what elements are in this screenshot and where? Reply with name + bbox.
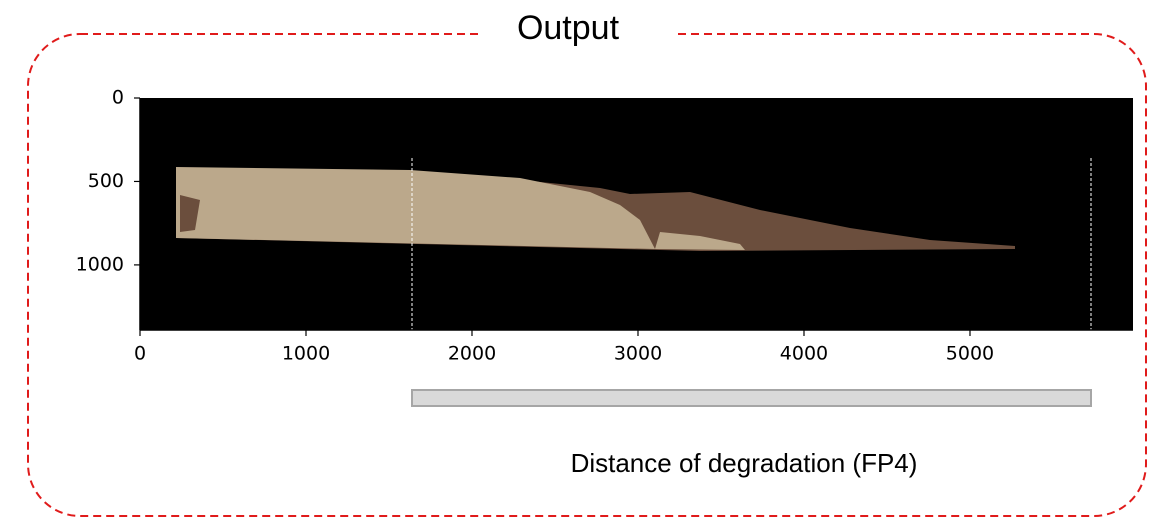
range-bar [412,390,1091,406]
x-tick-label: 1000 [282,343,330,365]
y-tick-label: 1000 [76,253,124,275]
y-tick-label: 500 [88,170,124,192]
x-tick-label: 4000 [780,343,828,365]
page: Output Distance of degradation (FP4) 0 10… [0,0,1176,525]
caption: Distance of degradation (FP4) [571,448,918,478]
title: Output [517,9,620,47]
x-tick-label: 5000 [946,343,994,365]
x-tick-label: 0 [134,343,146,365]
x-tick-label: 2000 [448,343,496,365]
y-tick-label: 0 [112,87,124,109]
x-tick-label: 3000 [614,343,662,365]
figure: Output Distance of degradation (FP4) 0 10… [0,0,1176,521]
